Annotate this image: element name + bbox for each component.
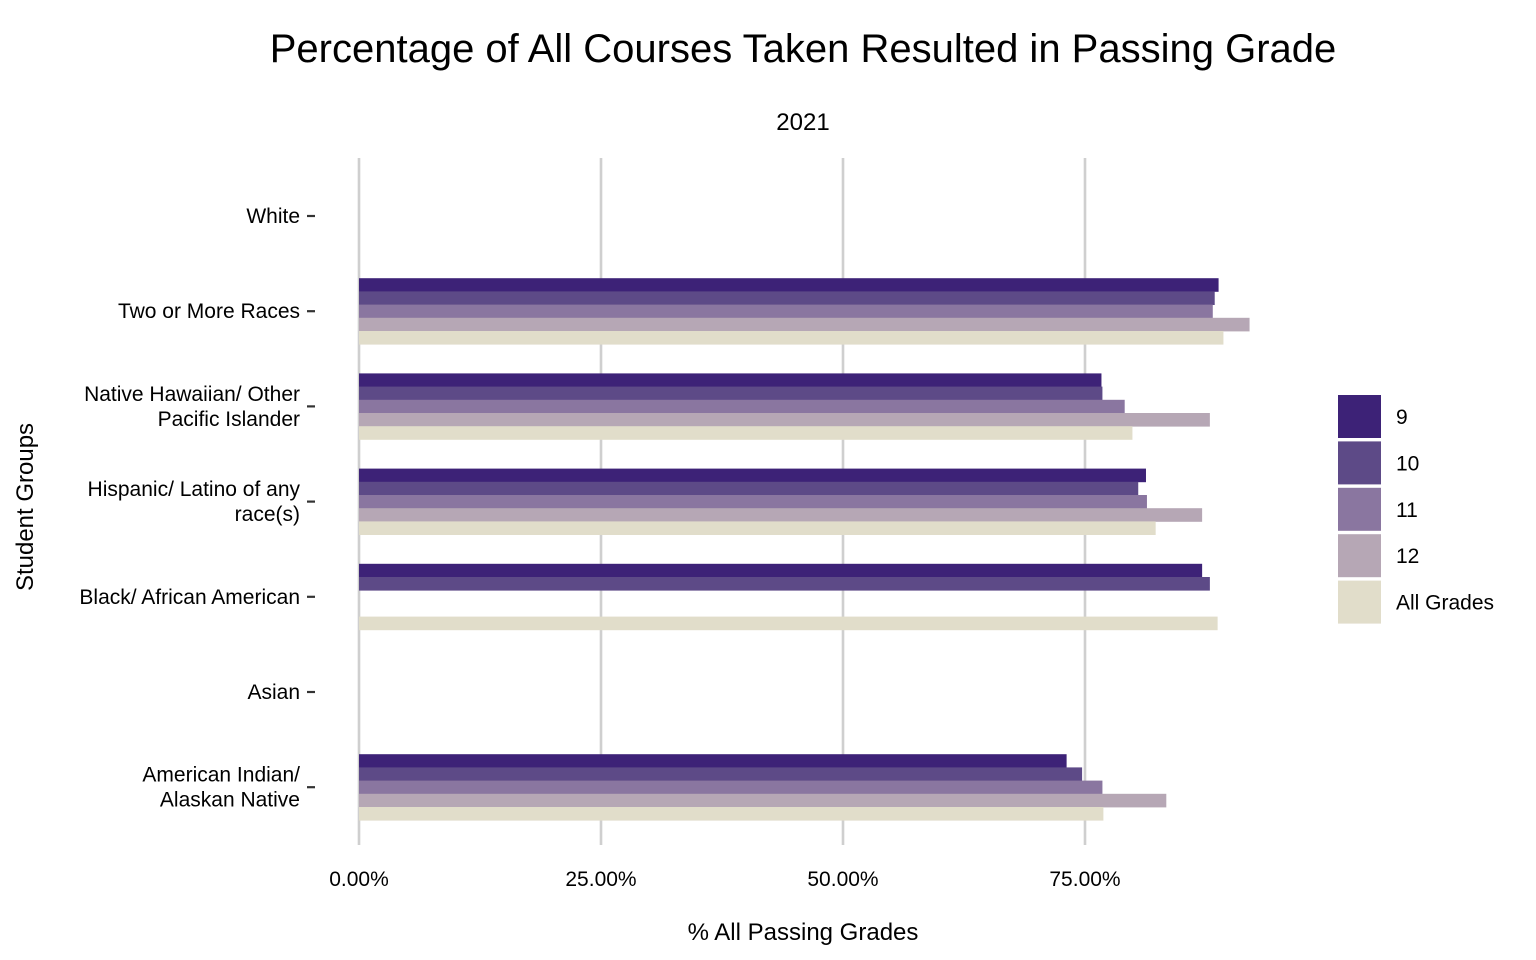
x-tick-label: 25.00% xyxy=(565,868,636,891)
y-tick-label: Black/ African American xyxy=(79,586,300,609)
y-tick-label: Asian xyxy=(247,681,300,704)
y-axis: White Two or More Races Native Hawaiian/ O… xyxy=(79,205,315,812)
legend: 9 10 11 12 All Grades xyxy=(1338,395,1494,624)
legend-key xyxy=(1338,487,1381,531)
bar xyxy=(359,386,1103,401)
bar xyxy=(359,399,1125,414)
x-axis-title: % All Passing Grades xyxy=(688,919,919,946)
bar xyxy=(359,291,1215,305)
legend-key xyxy=(1338,580,1381,624)
y-tick-label: American Indian/ xyxy=(142,764,300,787)
bar xyxy=(359,331,1224,345)
x-tick-label: 75.00% xyxy=(1049,868,1120,891)
bar xyxy=(359,481,1139,496)
bar xyxy=(359,807,1104,821)
legend-label: 12 xyxy=(1396,545,1419,568)
legend-label: 11 xyxy=(1396,499,1418,522)
y-tick-label: Two or More Races xyxy=(118,300,300,323)
legend-label: 9 xyxy=(1396,406,1408,429)
bar xyxy=(359,793,1167,808)
y-tick-label: race(s) xyxy=(235,503,300,526)
bar xyxy=(359,521,1156,535)
x-tick-label: 50.00% xyxy=(807,868,878,891)
legend-key xyxy=(1338,441,1381,485)
bar xyxy=(359,304,1213,319)
y-tick-label: Pacific Islander xyxy=(158,408,300,431)
y-axis-title: Student Groups xyxy=(12,423,39,591)
bar xyxy=(359,468,1146,483)
bar xyxy=(359,508,1203,522)
chart-subtitle: 2021 xyxy=(776,109,829,136)
legend-label: All Grades xyxy=(1396,592,1494,615)
y-tick-label: White xyxy=(246,205,300,228)
bar xyxy=(359,413,1210,427)
bar xyxy=(359,767,1083,781)
bar xyxy=(359,616,1218,631)
bars xyxy=(359,278,1250,821)
bar xyxy=(359,317,1250,332)
y-tick-label: Hispanic/ Latino of any xyxy=(88,478,301,501)
legend-label: 10 xyxy=(1396,452,1419,475)
legend-key xyxy=(1338,534,1381,578)
x-axis: 0.00% 25.00% 50.00% 75.00% xyxy=(329,868,1120,891)
bar xyxy=(359,278,1219,292)
bar xyxy=(359,426,1133,440)
y-tick-label: Native Hawaiian/ Other xyxy=(84,383,300,406)
chart-title: Percentage of All Courses Taken Resulted… xyxy=(270,27,1337,71)
bar xyxy=(359,577,1210,591)
bar xyxy=(359,780,1103,795)
bar xyxy=(359,754,1067,768)
y-tick-label: Alaskan Native xyxy=(160,789,300,812)
bar xyxy=(359,373,1102,387)
bar xyxy=(359,495,1147,509)
x-tick-label: 0.00% xyxy=(329,868,389,891)
legend-key xyxy=(1338,395,1381,438)
bar xyxy=(359,563,1203,578)
